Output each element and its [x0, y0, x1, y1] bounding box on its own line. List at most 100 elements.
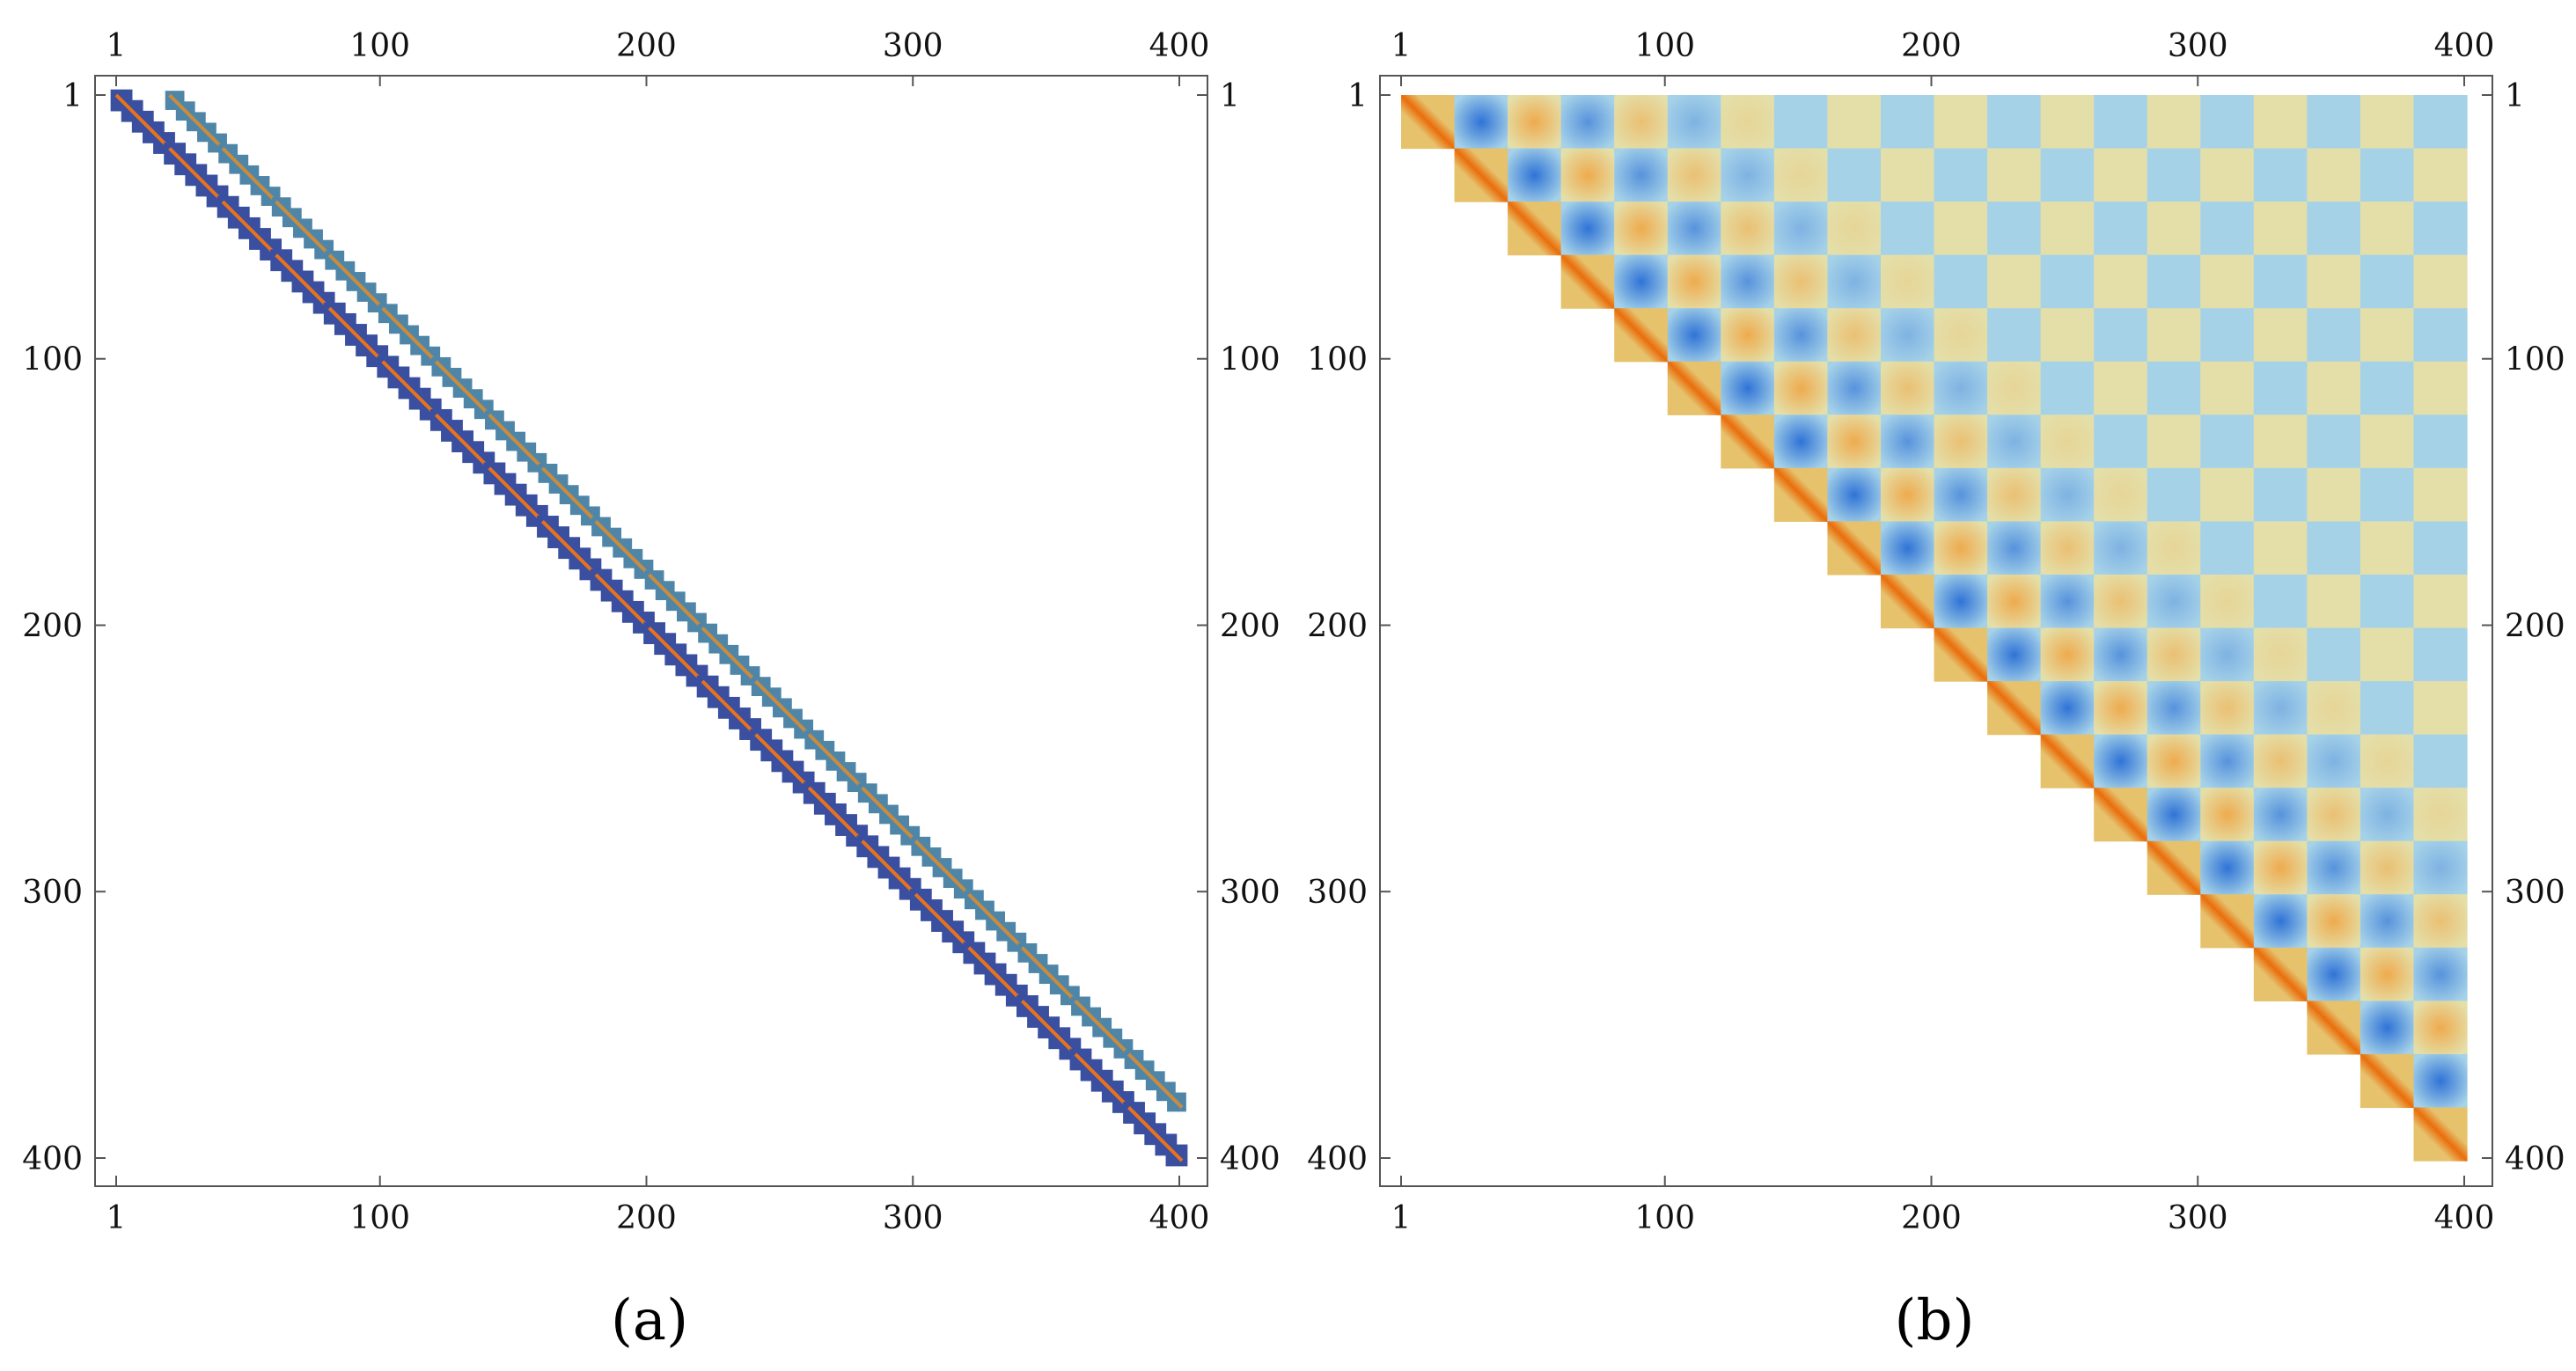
panel-b-blue-block: [2094, 95, 2148, 150]
panel-b-caption: (b): [1895, 1288, 1975, 1353]
panel-b-blue-block: [2094, 414, 2148, 469]
panel-a-xtick-label-bottom: 400: [1149, 1200, 1210, 1236]
panel-b-tan-block: [1773, 361, 1829, 415]
panel-b-tan-block: [2359, 734, 2415, 788]
panel-b-tan-block: [2253, 840, 2308, 895]
panel-b-blue-block: [2359, 681, 2415, 736]
panel-b-tan-block: [2413, 148, 2468, 202]
panel-b-tan-block: [2147, 95, 2201, 150]
panel-b-tan-block: [1880, 467, 1935, 523]
panel-b-blue-block: [1667, 308, 1721, 363]
panel-b-tan-block: [2040, 414, 2095, 469]
panel-a-upper-off-diagonal-centerline: [1127, 1052, 1184, 1109]
panel-b-blue-block: [1987, 202, 2042, 256]
panel-b-blue-block: [1880, 521, 1935, 576]
panel-b-blue-block: [2253, 254, 2308, 309]
panel-b-ytick-label-left: 200: [1307, 608, 1368, 644]
panel-a-xtick-label-bottom: 200: [616, 1200, 677, 1236]
panel-a-upper-off-diagonal-centerline: [168, 93, 224, 150]
panel-b-xtick-label-bottom: 100: [1634, 1200, 1695, 1236]
panel-b-blue-block: [2094, 521, 2148, 576]
panel-b-blue-block: [2359, 254, 2415, 309]
panel-b-tan-block: [2094, 361, 2148, 415]
panel-a-ytick-label-right: 300: [1220, 875, 1281, 911]
panel-b-blue-block: [2147, 361, 2201, 415]
panel-a-main-diagonal-centerline: [648, 627, 704, 683]
panel-b-blue-block: [1667, 202, 1721, 256]
panel-b-tan-block: [2253, 734, 2308, 788]
panel-b-blue-block: [2413, 627, 2468, 682]
panel-b-xtick-label-bottom: 300: [2168, 1200, 2228, 1236]
panel-b-blue-block: [2359, 788, 2415, 842]
panel-b-diagonal-block: [1508, 202, 1562, 256]
panel-b-tan-block: [2307, 467, 2361, 523]
panel-b-tan-block: [2359, 95, 2415, 150]
panel-a-upper-off-diagonal-centerline: [967, 892, 1024, 949]
panel-b-tan-block: [2307, 361, 2361, 415]
panel-b-diagonal-block: [2307, 1001, 2361, 1055]
panel-b-blue-block: [1987, 308, 2042, 363]
panel-a-xtick-label-top: 400: [1149, 28, 1210, 64]
panel-b-blue-block: [2253, 148, 2308, 202]
panel-b-tan-block: [2200, 467, 2255, 523]
panel-a-main-diagonal-centerline: [540, 519, 598, 576]
panel-b-blue-block: [1773, 414, 1829, 469]
panel-b-tan-block: [1880, 148, 1935, 202]
panel-b-tan-block: [1560, 148, 1615, 202]
panel-b-tan-block: [1773, 254, 1829, 309]
panel-b-tan-block: [2094, 574, 2148, 629]
panel-b-ytick-label-left: 100: [1307, 342, 1368, 378]
panel-b-diagonal-block: [1880, 574, 1935, 629]
panel-b-tan-block: [2359, 202, 2415, 256]
panel-b-diagonal-block: [2147, 840, 2201, 895]
panel-b-tan-block: [1827, 308, 1882, 363]
panel-b-tan-block: [1987, 254, 2042, 309]
panel-b-blue-block: [1987, 95, 2042, 150]
panel-b-tan-block: [1827, 414, 1882, 469]
panel-b-tan-block: [2147, 734, 2201, 788]
panel-a-ytick-label-left: 100: [22, 342, 83, 378]
panel-b-blue-block: [2413, 734, 2468, 788]
panel-a-main-diagonal-centerline: [275, 253, 331, 310]
panel-b-blue-block: [2094, 627, 2148, 682]
panel-b-blue-block: [2094, 202, 2148, 256]
panel-b-blue-block: [2413, 202, 2468, 256]
panel-b-blue-block: [2253, 361, 2308, 415]
panel-b-ytick-label-right: 100: [2505, 342, 2565, 378]
panel-a-main-diagonal-centerline: [381, 360, 437, 416]
panel-b-tan-block: [1827, 202, 1882, 256]
panel-b-tan-block: [2307, 894, 2361, 949]
panel-b-tan-block: [2413, 1001, 2468, 1055]
panel-b-blue-block: [2200, 734, 2255, 788]
panel-b-blue-block: [1721, 361, 1775, 415]
panel-a-main-diagonal-centerline: [1074, 1052, 1130, 1109]
panel-b-blue-block: [2200, 627, 2255, 682]
panel-b-blue-block: [1934, 467, 1988, 523]
panel-b-blue-block: [2413, 1053, 2468, 1109]
panel-b-blue-block: [1934, 361, 1988, 415]
panel-b-tan-block: [2413, 467, 2468, 523]
panel-b-tan-block: [2253, 414, 2308, 469]
panel-b-tan-block: [2413, 788, 2468, 842]
panel-b-blue-block: [1827, 148, 1882, 202]
panel-a-xtick-label-top: 200: [616, 28, 677, 64]
panel-b-blue-block: [2200, 95, 2255, 150]
panel-b-tan-block: [2413, 894, 2468, 949]
panel-b-blue-block: [1987, 414, 2042, 469]
panel-b-blue-block: [1987, 627, 2042, 682]
panel-b-diagonal-block: [1721, 414, 1775, 469]
panel-a-ytick-label-right: 400: [1220, 1141, 1281, 1177]
panel-a-main-diagonal-centerline: [221, 200, 278, 257]
panel-b-tan-block: [1667, 148, 1721, 202]
panel-b-blue-block: [1987, 521, 2042, 576]
panel-b-ytick-label-left: 400: [1307, 1141, 1368, 1177]
panel-b-ytick-label-right: 1: [2505, 78, 2525, 114]
panel-a-upper-off-diagonal-centerline: [701, 627, 758, 683]
panel-b-diagonal-block: [1401, 95, 1456, 150]
panel-a-main-diagonal-centerline: [1020, 999, 1077, 1056]
panel-b-tan-block: [2359, 308, 2415, 363]
panel-b-blue-block: [2200, 202, 2255, 256]
panel-a-xtick-label-bottom: 100: [349, 1200, 410, 1236]
panel-b-tan-block: [2359, 947, 2415, 1001]
panel-b-blue-block: [1454, 95, 1508, 150]
